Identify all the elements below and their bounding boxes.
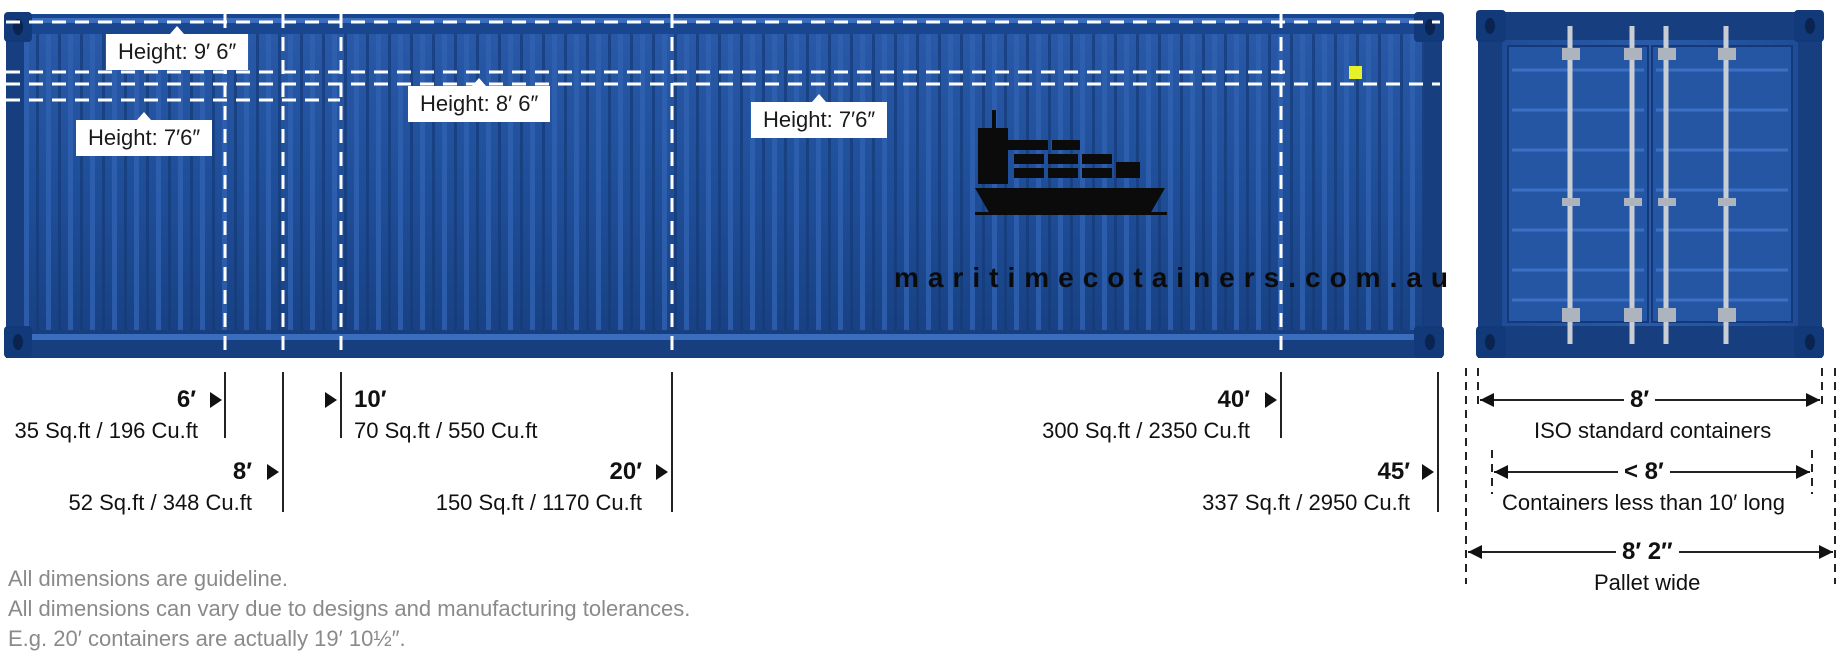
length-40: 40′ <box>1217 386 1250 413</box>
arrow-6 <box>210 392 222 408</box>
length-6: 6′ <box>176 386 196 413</box>
length-45: 45′ <box>1377 458 1410 485</box>
height-label-9-6: Height: 9′ 6″ <box>106 26 249 70</box>
capacity-20: 150 Sq.ft / 1170 Cu.ft <box>435 490 642 515</box>
width-pallet: 8′ 2″ <box>1616 538 1679 566</box>
note-example: E.g. 20′ containers are actually 19′ 10½… <box>8 626 406 651</box>
arrow-40 <box>1265 392 1277 408</box>
height-label-8-6: Height: 8′ 6″ <box>408 78 551 122</box>
length-10: 10′ <box>354 386 387 413</box>
arrow-20 <box>656 464 668 480</box>
width-small-desc: Containers less than 10′ long <box>1502 490 1785 515</box>
length-20: 20′ <box>609 458 642 485</box>
capacity-10: 70 Sq.ft / 550 Cu.ft <box>354 418 538 443</box>
height-guides <box>6 20 1440 102</box>
width-iso-desc: ISO standard containers <box>1534 418 1772 443</box>
note-tolerances: All dimensions can vary due to designs a… <box>8 596 691 621</box>
indicator-square <box>1349 66 1362 79</box>
height-label-7-6-large: Height: 7′6″ <box>751 94 888 138</box>
width-iso: 8′ <box>1624 386 1656 414</box>
width-small: < 8′ <box>1618 458 1670 486</box>
capacity-40: 300 Sq.ft / 2350 Cu.ft <box>1042 418 1250 443</box>
length-8: 8′ <box>232 458 252 485</box>
height-label-7-6-small: Height: 7′6″ <box>76 112 213 156</box>
brand-watermark: maritimecotainers.com.au <box>894 262 1458 293</box>
capacity-6: 35 Sq.ft / 196 Cu.ft <box>14 418 198 443</box>
cargo-ship-icon <box>975 110 1167 215</box>
width-pallet-desc: Pallet wide <box>1594 570 1701 595</box>
arrow-8 <box>267 464 279 480</box>
length-guides <box>223 14 1283 358</box>
arrow-45 <box>1422 464 1434 480</box>
front-view-container <box>1476 10 1824 358</box>
capacity-45: 337 Sq.ft / 2950 Cu.ft <box>1202 490 1410 515</box>
length-markers <box>224 372 1439 512</box>
arrow-10 <box>325 392 337 408</box>
capacity-8: 52 Sq.ft / 348 Cu.ft <box>68 490 252 515</box>
note-guideline: All dimensions are guideline. <box>8 566 289 591</box>
locking-bars <box>1567 26 1729 344</box>
